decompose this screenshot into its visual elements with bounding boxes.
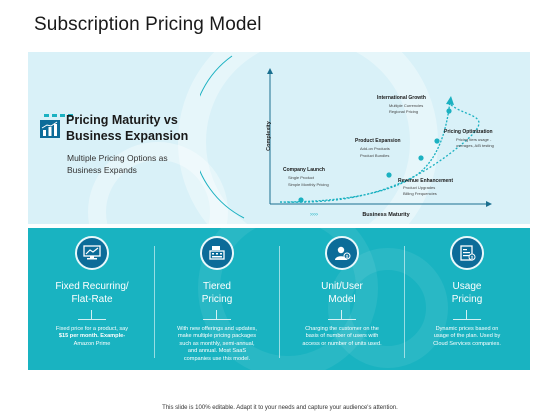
curve-arrow bbox=[446, 96, 454, 105]
x-axis-label: Business Maturity bbox=[362, 212, 410, 218]
models-panel: Fixed Recurring/ Flat-Rate Fixed price f… bbox=[28, 228, 530, 370]
model-title-line: Unit/User bbox=[321, 281, 363, 292]
y-axis-arrow bbox=[267, 68, 273, 74]
growth-curve bbox=[279, 100, 451, 203]
down-arrow-connector bbox=[453, 310, 481, 320]
model-card-unit-user: $ Unit/User Model Charging the customer … bbox=[282, 228, 402, 370]
down-arrow-connector bbox=[203, 310, 231, 320]
model-title-line: Pricing bbox=[451, 294, 483, 305]
side-subtext: Multiple Pricing Options as Business Exp… bbox=[67, 152, 187, 176]
model-title-line: Usage bbox=[452, 281, 482, 292]
stage-bullet: overages, A/B testing bbox=[456, 143, 494, 148]
stage-name: Revenue Enhancement bbox=[398, 178, 453, 184]
model-title-line: Fixed Recurring/ bbox=[55, 281, 129, 292]
maturity-panel bbox=[28, 52, 530, 224]
side-heading-line: Pricing Maturity vs bbox=[66, 113, 178, 127]
model-title-line: Flat-Rate bbox=[71, 294, 113, 305]
stage-dot bbox=[298, 197, 304, 203]
stage-bullet: Multiple Currencies bbox=[389, 103, 423, 108]
model-desc-line: Cloud Services companies. bbox=[433, 340, 501, 347]
svg-text:$: $ bbox=[346, 254, 349, 259]
model-title: Usage Pricing bbox=[407, 280, 527, 306]
stage-bullet: Single Product bbox=[288, 175, 315, 180]
model-desc-line: make multiple pricing packages bbox=[177, 333, 257, 340]
chevron-arrows-icon: ›››› bbox=[310, 212, 318, 218]
growth-chart-icon bbox=[40, 120, 60, 138]
stage-name: Product Expansion bbox=[355, 138, 401, 144]
model-desc-line: and annual. Most SaaS bbox=[187, 348, 247, 355]
column-divider bbox=[154, 246, 155, 358]
stage-bullet: Product Bundles bbox=[360, 153, 389, 158]
model-title: Fixed Recurring/ Flat-Rate bbox=[32, 280, 152, 306]
down-arrow-connector bbox=[328, 310, 356, 320]
model-desc-line: basis of number of users with bbox=[305, 333, 379, 340]
maturity-diagram: ›››› Complexity Business Maturity Compan… bbox=[200, 55, 494, 219]
model-desc-line: With new offerings and updates, bbox=[177, 326, 257, 332]
stage-name: Company Launch bbox=[283, 167, 325, 173]
side-subtext-line: Business Expands bbox=[67, 165, 137, 175]
page-title: Subscription Pricing Model bbox=[34, 14, 262, 35]
model-description: With new offerings and updates, make mul… bbox=[165, 326, 269, 363]
stage-bullet: Add-on Products bbox=[360, 146, 390, 151]
stage-name: International Growth bbox=[377, 95, 426, 101]
stage-bullet: Product Upgrades bbox=[403, 185, 435, 190]
model-desc-line: $15 per month. Example- bbox=[58, 333, 126, 340]
model-title: Tiered Pricing bbox=[157, 280, 277, 306]
stage-dot bbox=[418, 155, 424, 161]
y-axis-label: Complexity bbox=[266, 120, 272, 151]
model-description: Dynamic prices based on usage of the pla… bbox=[415, 326, 519, 348]
model-desc-line: companies use this model. bbox=[183, 355, 251, 362]
model-desc-line: Dynamic prices based on bbox=[435, 326, 499, 332]
stage-dot bbox=[386, 172, 392, 178]
decor-dots bbox=[44, 104, 76, 122]
model-title: Unit/User Model bbox=[282, 280, 402, 306]
stage-dot bbox=[446, 108, 452, 114]
svg-text:$: $ bbox=[471, 255, 474, 260]
side-heading: Pricing Maturity vs Business Expansion bbox=[66, 112, 188, 144]
model-card-usage: $ Usage Pricing Dynamic prices based on … bbox=[407, 228, 527, 370]
stage-bullet: Simple Monthly Pricing bbox=[288, 182, 329, 187]
model-description: Fixed price for a product, say $15 per m… bbox=[40, 326, 144, 348]
column-divider bbox=[279, 246, 280, 358]
model-desc-line: access or number of units used. bbox=[302, 340, 382, 347]
footer-note: This slide is 100% editable. Adapt it to… bbox=[162, 405, 398, 411]
growth-curve bbox=[279, 103, 480, 203]
monitor-chart-icon bbox=[75, 236, 109, 270]
stage-name: Pricing Optimization bbox=[444, 129, 493, 135]
side-subtext-line: Multiple Pricing Options as bbox=[67, 153, 168, 163]
user-dollar-icon: $ bbox=[325, 236, 359, 270]
usage-document-icon: $ bbox=[450, 236, 484, 270]
stage-bullet: Billing Frequencies bbox=[403, 191, 437, 196]
column-divider bbox=[404, 246, 405, 358]
side-heading-line: Business Expansion bbox=[66, 129, 189, 143]
model-card-fixed-recurring: Fixed Recurring/ Flat-Rate Fixed price f… bbox=[32, 228, 152, 370]
model-desc-line: such as monthly, semi-annual, bbox=[179, 340, 255, 347]
model-description: Charging the customer on the basis of nu… bbox=[290, 326, 394, 348]
model-title-line: Model bbox=[328, 294, 356, 305]
guide-arc bbox=[200, 55, 245, 219]
model-title-line: Tiered bbox=[203, 281, 231, 292]
stage-bullet: Regional Pricing bbox=[389, 109, 418, 114]
stage-dot bbox=[434, 138, 440, 144]
model-card-tiered: Tiered Pricing With new offerings and up… bbox=[157, 228, 277, 370]
stage-bullet: Pricing tiers usage - bbox=[456, 137, 492, 142]
model-desc-line: Fixed price for a product, say bbox=[55, 326, 129, 332]
down-arrow-connector bbox=[78, 310, 106, 320]
x-axis-arrow bbox=[486, 201, 492, 207]
model-title-line: Pricing bbox=[201, 294, 233, 305]
model-desc-line: usage of the plan. Used by bbox=[433, 333, 501, 340]
model-desc-line: Amazon Prime bbox=[73, 340, 111, 347]
cash-register-icon bbox=[200, 236, 234, 270]
model-desc-line: Charging the customer on the bbox=[305, 326, 379, 332]
